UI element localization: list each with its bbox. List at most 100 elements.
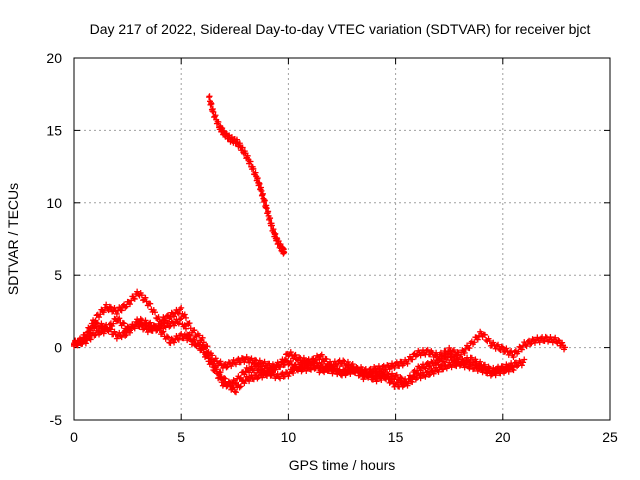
data-point [323, 356, 330, 363]
data-point [221, 375, 228, 382]
data-point [529, 336, 536, 343]
data-point [236, 375, 243, 382]
data-point [200, 339, 207, 346]
data-point [510, 354, 517, 361]
y-axis-tick-labels: -5 0 5 10 15 20 [46, 50, 62, 428]
data-point [153, 327, 160, 334]
data-point [171, 322, 178, 329]
data-point [310, 360, 317, 367]
data-point [225, 359, 232, 366]
data-point [422, 373, 429, 380]
data-point [378, 376, 385, 383]
data-point [131, 323, 138, 330]
data-point [360, 376, 367, 383]
data-point [391, 364, 398, 371]
y-tick-label: 10 [46, 195, 62, 211]
data-point [277, 363, 284, 370]
data-point [318, 351, 325, 358]
data-point [268, 222, 275, 229]
data-point [167, 314, 174, 321]
data-point [446, 350, 453, 357]
data-point [212, 355, 219, 362]
data-point [503, 345, 510, 352]
data-point [107, 304, 114, 311]
y-tick-label: 0 [54, 340, 62, 356]
data-point [199, 334, 206, 341]
data-point [122, 332, 129, 339]
data-point [409, 378, 416, 385]
data-point [490, 339, 497, 346]
data-point [510, 367, 517, 374]
data-point [126, 301, 133, 308]
data-point [509, 366, 516, 373]
data-point [559, 339, 566, 346]
x-tick-label: 15 [388, 429, 404, 445]
data-point [471, 339, 478, 346]
data-point [287, 358, 294, 365]
data-point [327, 362, 334, 369]
data-point [210, 108, 217, 115]
data-point [178, 304, 185, 311]
data-point [118, 307, 125, 314]
data-point [481, 365, 488, 372]
data-point [82, 336, 89, 343]
data-point [321, 369, 328, 376]
data-point [123, 331, 130, 338]
data-point [261, 358, 268, 365]
data-point [336, 367, 343, 374]
data-point [450, 347, 457, 354]
data-point [449, 354, 456, 361]
data-point [171, 313, 178, 320]
data-point [247, 158, 254, 165]
data-point [113, 311, 120, 318]
data-point [215, 118, 222, 125]
data-point [122, 304, 129, 311]
series-track-high [206, 93, 288, 257]
data-point [266, 368, 273, 375]
data-point [236, 140, 243, 147]
data-point [389, 376, 396, 383]
data-point [430, 370, 437, 377]
data-point [208, 100, 215, 107]
data-point [231, 388, 238, 395]
data-point [232, 361, 239, 368]
y-axis-label: SDTVAR / TECUs [5, 183, 21, 295]
data-point [256, 180, 263, 187]
data-point [206, 93, 213, 100]
data-point [168, 318, 175, 325]
data-point [267, 215, 274, 222]
y-tick-label: 5 [54, 267, 62, 283]
data-point [93, 319, 100, 326]
data-point [499, 344, 506, 351]
data-point [246, 369, 253, 376]
x-tick-label: 25 [602, 429, 618, 445]
data-point [371, 374, 378, 381]
data-point [117, 306, 124, 313]
data-point [123, 303, 130, 310]
data-point [241, 371, 248, 378]
data-point [437, 363, 444, 370]
data-point [380, 371, 387, 378]
data-point [181, 322, 188, 329]
data-point [98, 320, 105, 327]
data-point [450, 353, 457, 360]
data-point [100, 309, 107, 316]
data-point [493, 342, 500, 349]
data-point [555, 337, 562, 344]
data-point [155, 324, 162, 331]
data-point [456, 362, 463, 369]
data-point [263, 371, 270, 378]
data-point [406, 375, 413, 382]
chart-title: Day 217 of 2022, Sidereal Day-to-day VTE… [90, 21, 591, 37]
x-tick-label: 5 [177, 429, 185, 445]
data-point [287, 349, 294, 356]
data-point [261, 365, 268, 372]
data-point [523, 343, 530, 350]
data-point [106, 325, 113, 332]
data-point [174, 309, 181, 316]
data-point [150, 322, 157, 329]
data-point [261, 197, 268, 204]
data-point [96, 314, 103, 321]
data-point [191, 336, 198, 343]
data-point [425, 372, 432, 379]
